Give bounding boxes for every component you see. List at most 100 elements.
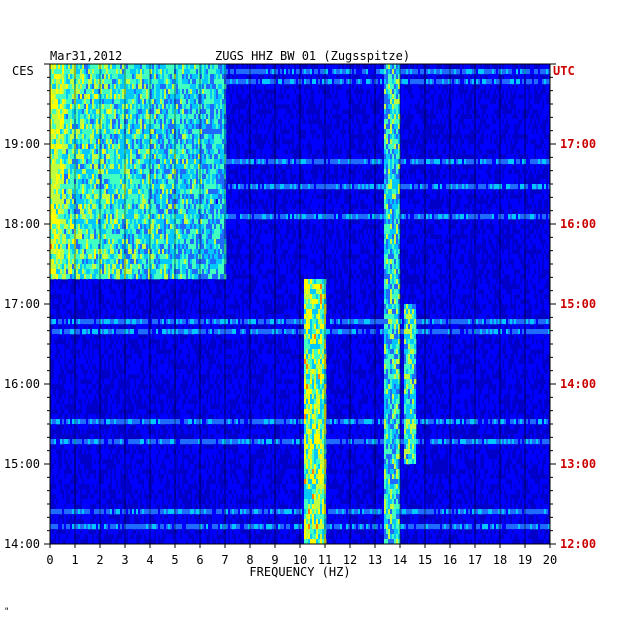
heatmap-row <box>56 484 551 490</box>
heatmap-row <box>50 184 551 190</box>
x-tick-label: 1 <box>71 553 78 567</box>
x-tick-label: 4 <box>146 553 153 567</box>
heatmap-row <box>50 479 549 485</box>
heatmap-row <box>54 279 547 285</box>
heatmap-row <box>50 174 551 180</box>
heatmap-row <box>50 64 551 70</box>
x-tick-label: 17 <box>468 553 482 567</box>
heatmap-row <box>50 169 551 175</box>
heatmap-row <box>52 349 551 355</box>
frequency-axis: 0 1 2 3 4 5 6 7 8 9 10 11 12 13 14 15 16 17 18 19 20 <box>46 544 557 567</box>
heatmap-row <box>50 164 551 170</box>
heatmap-row <box>50 89 549 95</box>
heatmap-row <box>52 339 551 345</box>
date-label: Mar31,2012 <box>50 49 122 63</box>
heatmap-row <box>62 429 543 435</box>
right-tick-label: 13:00 <box>560 457 596 471</box>
heatmap-row <box>50 304 551 310</box>
left-time-axis: 19:00 18:00 17:00 16:00 15:00 14:00 <box>4 63 50 551</box>
x-tick-label: 6 <box>196 553 203 567</box>
left-tick-label: 14:00 <box>4 537 40 551</box>
x-tick-label: 7 <box>221 553 228 567</box>
heatmap-row <box>56 494 551 500</box>
heatmap-row <box>50 289 549 295</box>
x-tick-label: 12 <box>343 553 357 567</box>
x-axis-title: FREQUENCY (HZ) <box>249 565 350 579</box>
heatmap-row <box>50 159 551 165</box>
heatmap-row <box>50 149 547 155</box>
left-tick-label: 19:00 <box>4 137 40 151</box>
heatmap-row <box>56 539 547 545</box>
heatmap-row <box>52 399 545 405</box>
heatmap-row <box>50 99 547 105</box>
right-tick-label: 15:00 <box>560 297 596 311</box>
x-tick-label: 18 <box>493 553 507 567</box>
heatmap-row <box>52 404 551 410</box>
left-tick-label: 17:00 <box>4 297 40 311</box>
right-tick-label: 17:00 <box>560 137 596 151</box>
heatmap-row <box>52 519 551 525</box>
heatmap-row <box>52 454 549 460</box>
heatmap-row <box>50 199 551 205</box>
x-tick-label: 3 <box>121 553 128 567</box>
heatmap-row <box>50 129 551 135</box>
heatmap-row <box>54 374 551 380</box>
heatmap-row <box>52 394 551 400</box>
x-tick-label: 11 <box>318 553 332 567</box>
heatmap-row <box>50 124 551 130</box>
right-tick-label: 14:00 <box>560 377 596 391</box>
x-tick-label: 14 <box>393 553 407 567</box>
heatmap-row <box>60 294 545 300</box>
x-tick-label: 16 <box>443 553 457 567</box>
heatmap-row <box>50 234 549 240</box>
heatmap-row <box>50 224 549 230</box>
heatmap-row <box>50 69 551 75</box>
heatmap-row <box>54 314 551 320</box>
x-tick-label: 15 <box>418 553 432 567</box>
heatmap-row <box>50 264 549 270</box>
heatmap-row <box>50 309 551 315</box>
chart-title: ZUGS HHZ BW 01 (Zugsspitze) <box>215 49 410 63</box>
left-tick-label: 15:00 <box>4 457 40 471</box>
heatmap-row <box>50 269 545 275</box>
heatmap-row <box>52 489 549 495</box>
x-tick-label: 8 <box>246 553 253 567</box>
x-tick-label: 2 <box>96 553 103 567</box>
heatmap-row <box>50 189 551 195</box>
heatmap-row <box>50 299 549 305</box>
heatmap-row <box>50 84 551 90</box>
x-tick-label: 10 <box>293 553 307 567</box>
heatmap-row <box>52 469 549 475</box>
frequency-gridlines <box>74 64 526 544</box>
heatmap-row <box>50 139 549 145</box>
heatmap-row <box>50 179 551 185</box>
x-tick-label: 19 <box>518 553 532 567</box>
right-tick-label: 16:00 <box>560 217 596 231</box>
heatmap-row <box>54 434 551 440</box>
heatmap-row <box>50 419 551 425</box>
heatmap-row <box>50 249 549 255</box>
heatmap-row <box>50 529 551 535</box>
heatmap-row <box>50 354 547 360</box>
left-axis-label: CES <box>12 64 34 78</box>
footer-mark: " <box>4 607 9 617</box>
x-tick-label: 13 <box>368 553 382 567</box>
heatmap-row <box>50 74 551 80</box>
heatmap-row <box>50 94 547 100</box>
heatmap-row <box>58 409 549 415</box>
heatmap-row <box>54 369 551 375</box>
heatmap-row <box>64 384 549 390</box>
right-tick-label: 12:00 <box>560 537 596 551</box>
heatmap-row <box>52 459 551 465</box>
x-tick-label: 9 <box>271 553 278 567</box>
left-tick-label: 16:00 <box>4 377 40 391</box>
heatmap-row <box>52 414 547 420</box>
right-time-axis: 17:00 16:00 15:00 14:00 13:00 12:00 <box>550 63 596 551</box>
heatmap-row <box>50 239 551 245</box>
heatmap-row <box>50 194 551 200</box>
heatmap-row <box>56 444 549 450</box>
heatmap-row <box>50 154 547 160</box>
right-axis-label: UTC <box>553 64 575 78</box>
x-tick-label: 20 <box>543 553 557 567</box>
